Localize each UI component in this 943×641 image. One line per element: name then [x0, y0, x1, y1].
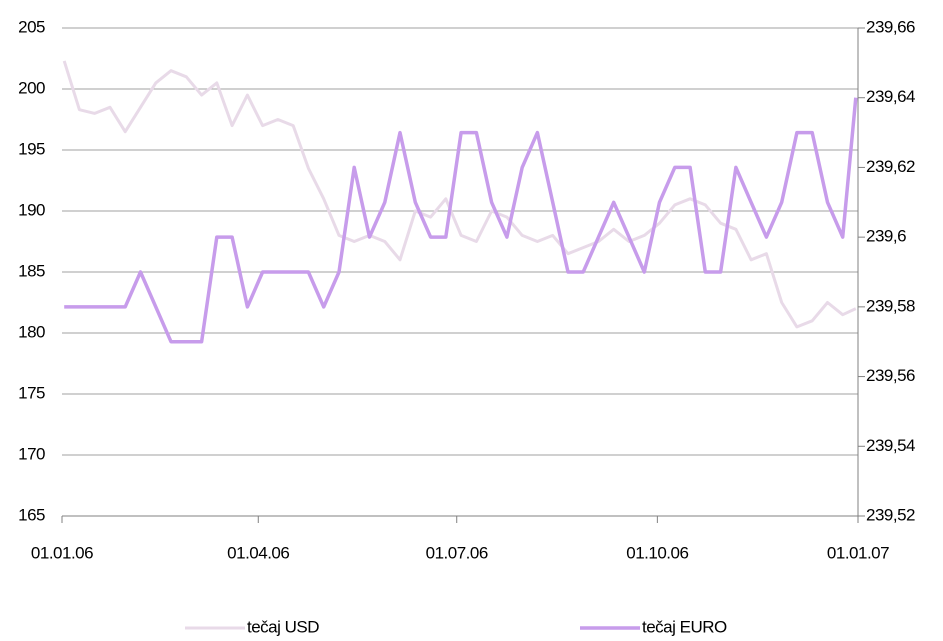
x-tick-label: 01.01.06 [31, 543, 93, 562]
y-tick-label: 205 [18, 17, 45, 36]
y-tick-label: 200 [18, 78, 45, 97]
y2-tick-label: 239,62 [866, 157, 915, 176]
y-tick-label: 170 [18, 444, 45, 463]
legend-label: tečaj EURO [642, 617, 727, 636]
y-tick-label: 175 [18, 383, 45, 402]
x-tick-label: 01.10.06 [626, 543, 688, 562]
x-tick-label: 01.04.06 [227, 543, 289, 562]
y2-tick-label: 239,6 [866, 227, 906, 246]
y-tick-label: 180 [18, 322, 45, 341]
y2-tick-label: 239,64 [866, 87, 915, 106]
y-tick-label: 190 [18, 200, 45, 219]
x-tick-label: 01.01.07 [827, 543, 889, 562]
y2-tick-label: 239,54 [866, 436, 915, 455]
series-line [62, 60, 857, 329]
y2-tick-label: 239,56 [866, 366, 915, 385]
y2-tick-label: 239,66 [866, 17, 915, 36]
y2-tick-label: 239,58 [866, 296, 915, 315]
y-tick-label: 195 [18, 139, 45, 158]
legend-label: tečaj USD [247, 617, 319, 636]
series-line [64, 97, 858, 344]
y-tick-label: 185 [18, 261, 45, 280]
x-tick-label: 01.07.06 [426, 543, 488, 562]
y-tick-label: 165 [18, 505, 45, 524]
y2-tick-label: 239,52 [866, 505, 915, 524]
